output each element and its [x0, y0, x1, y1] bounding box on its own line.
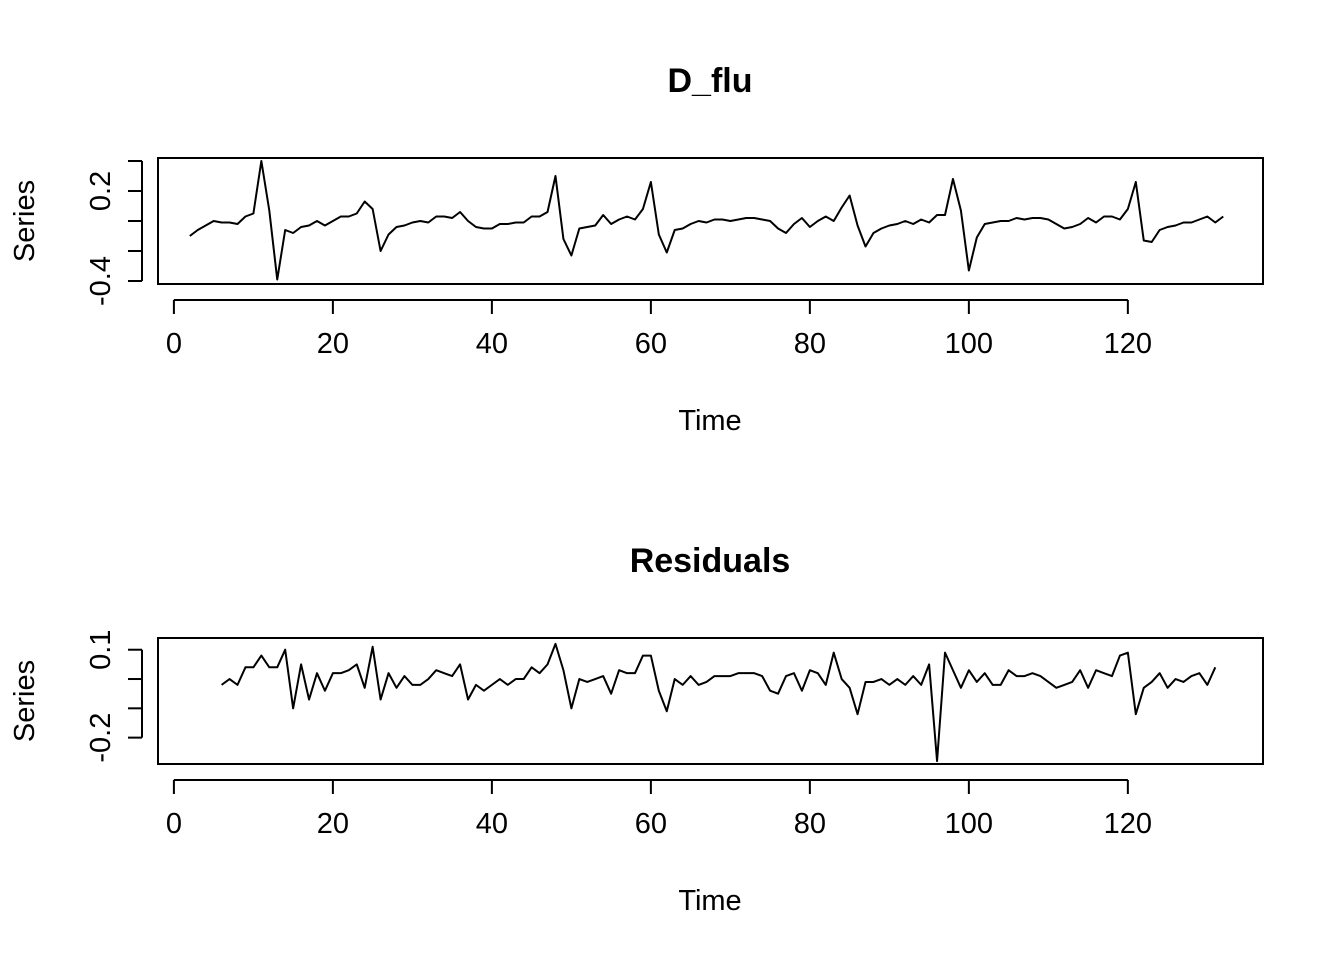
x-tick-label: 100	[945, 808, 993, 840]
x-tick-label: 120	[1104, 808, 1152, 840]
panel-title: Residuals	[630, 542, 791, 580]
x-axis-label: Time	[678, 885, 741, 917]
x-tick-label: 80	[794, 328, 826, 360]
panel-residuals: Residuals Time Series 0 20 40 60 80 100 120 -0…	[9, 542, 1264, 917]
x-tick-label: 100	[945, 328, 993, 360]
y-tick-label: 0.2	[85, 171, 117, 211]
x-tick-label: 40	[476, 328, 508, 360]
y-axis: -0.2 0.1	[85, 630, 143, 763]
x-tick-label: 60	[635, 328, 667, 360]
y-axis-label: Series	[9, 660, 41, 742]
plot-frame	[157, 157, 1264, 285]
panel-d-flu: D_flu Time Series 0 20 40 60 80 100 120 -0.4 0.…	[9, 62, 1264, 437]
y-axis: -0.4 0.2	[85, 160, 143, 306]
x-tick-label: 60	[635, 808, 667, 840]
y-tick-label: 0.1	[85, 630, 117, 670]
y-axis-label: Series	[9, 180, 41, 262]
x-tick-label: 20	[317, 328, 349, 360]
series-group	[189, 160, 1224, 281]
x-tick-label: 0	[166, 328, 182, 360]
series-line	[189, 160, 1224, 281]
x-tick-label: 40	[476, 808, 508, 840]
series-line	[221, 642, 1217, 763]
x-axis: 0 20 40 60 80 100 120	[166, 299, 1152, 360]
y-tick-label: -0.4	[85, 256, 117, 306]
x-tick-label: 80	[794, 808, 826, 840]
x-tick-label: 120	[1104, 328, 1152, 360]
plot-frame	[157, 637, 1264, 765]
x-tick-label: 0	[166, 808, 182, 840]
panel-title: D_flu	[668, 62, 753, 100]
x-axis-label: Time	[678, 405, 741, 437]
x-axis: 0 20 40 60 80 100 120	[166, 779, 1152, 840]
series-group	[221, 642, 1217, 763]
x-tick-label: 20	[317, 808, 349, 840]
y-tick-label: -0.2	[85, 713, 117, 763]
